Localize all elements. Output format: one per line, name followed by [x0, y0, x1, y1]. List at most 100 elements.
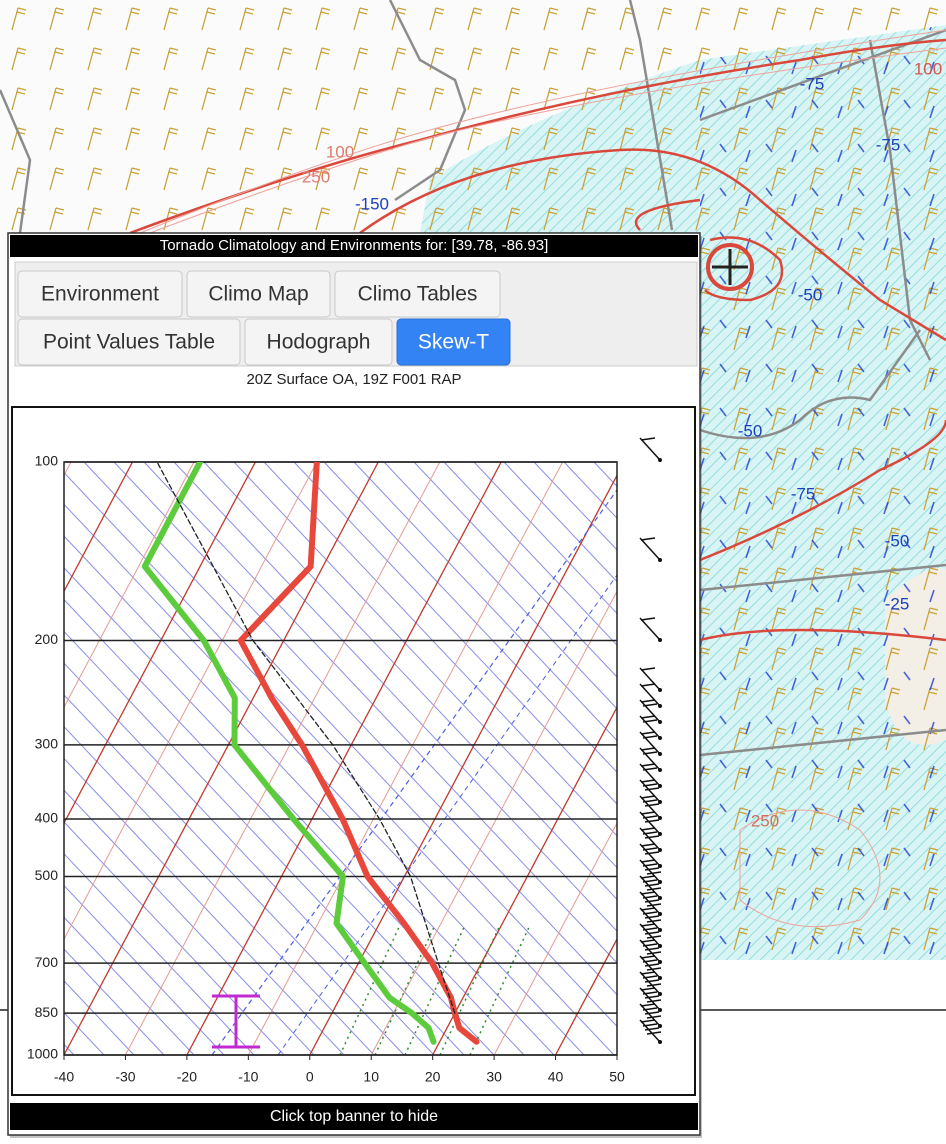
tab[interactable]: [244, 318, 393, 366]
tab[interactable]: [334, 270, 501, 318]
wind-barb: [639, 955, 662, 979]
wind-barb: [639, 939, 662, 963]
dry-adiabat: [263, 462, 617, 837]
tab-label: Point Values Table: [43, 331, 215, 354]
wind-barb: [639, 437, 661, 461]
plot-border: [63, 461, 618, 1056]
barb-dot: [658, 912, 662, 916]
barb-dot: [658, 848, 662, 852]
dry-adiabat: [203, 462, 617, 901]
map-labels: -75 100 -75 100 250 -150 -50 -50 -75 -50 -25 250: [302, 59, 942, 830]
tab-label: Skew-T: [418, 331, 489, 354]
barb-dot: [658, 638, 662, 642]
blue-barbs-field: [700, 25, 946, 960]
barb-dot: [658, 784, 662, 788]
dry-adiabat: [64, 821, 285, 1055]
wind-barb: [639, 971, 662, 995]
isotherm: [247, 462, 564, 1055]
tab[interactable]: [17, 318, 241, 366]
tab[interactable]: [17, 270, 183, 318]
isotherm: [493, 822, 617, 1055]
wind-barb: [639, 763, 661, 787]
dry-adiabat: [413, 462, 617, 678]
barb-dot: [658, 1040, 662, 1044]
barb-dot: [658, 704, 662, 708]
dry-adiabat: [64, 598, 495, 1055]
barb-dot: [658, 880, 662, 884]
y-tick-label: 1000: [27, 1046, 58, 1062]
barb-dot: [658, 896, 662, 900]
skew-t: 100 200 300 400 500 700 850 1000 -40 -30 -20 -10 0 10…: [27, 437, 662, 1085]
x-tick-label: 40: [548, 1069, 564, 1085]
wind-barb: [639, 715, 661, 739]
popup-footer[interactable]: [10, 1103, 698, 1130]
isotherm: [554, 937, 617, 1055]
isotherm: [64, 462, 318, 941]
wind-barb: [639, 1003, 662, 1027]
wind-barb: [639, 859, 662, 883]
barb-dot: [658, 928, 662, 932]
x-tick-label: -20: [177, 1069, 197, 1085]
wind-barb: [639, 843, 661, 867]
tab-label: Environment: [41, 283, 159, 306]
map-label: -25: [885, 594, 910, 613]
background-lines: [64, 462, 617, 1055]
wind-barb: [639, 747, 661, 771]
dry-adiabat: [64, 726, 375, 1055]
barb-dot: [658, 458, 662, 462]
wind-barb: [639, 891, 662, 915]
wind-barb: [639, 1019, 662, 1043]
dry-adiabat: [64, 948, 165, 1055]
y-tick-label: 850: [35, 1004, 59, 1020]
wind-barb: [639, 731, 661, 755]
wind-barb: [639, 923, 662, 947]
tab-label: Hodograph: [267, 331, 371, 354]
dry-adiabat: [503, 462, 617, 583]
layer-marker: [212, 994, 260, 1049]
dry-adiabat: [64, 535, 555, 1055]
tab-label: Climo Tables: [358, 283, 478, 306]
map-label: 250: [302, 167, 330, 186]
wind-barb: [639, 779, 661, 803]
x-tick-label: 20: [425, 1069, 441, 1085]
barb-dot: [658, 736, 662, 740]
map-label: 250: [751, 811, 779, 830]
tab[interactable]: [186, 270, 331, 318]
x-tick-label: 50: [609, 1069, 625, 1085]
isotherm: [125, 462, 441, 1055]
isotherm: [64, 462, 256, 825]
wind-barb: [639, 987, 662, 1011]
popup-banner[interactable]: [10, 235, 698, 257]
barb-dot: [658, 720, 662, 724]
wind-barb: [639, 907, 662, 931]
wind-barb: [639, 795, 661, 819]
dry-adiabat: [64, 853, 255, 1055]
contours: [129, 38, 946, 642]
map-marker: [706, 243, 754, 291]
barb-dot: [658, 768, 662, 772]
wind-barb: [639, 811, 661, 835]
y-tick-label: 100: [35, 453, 59, 469]
wind-barb: [639, 699, 661, 723]
dry-adiabat: [113, 462, 617, 996]
barb-dot: [658, 800, 662, 804]
popup: Tornado Climatology and Environments for…: [7, 232, 702, 1138]
barb-dot: [658, 1008, 662, 1012]
tab[interactable]: [396, 318, 511, 366]
map-label: -75: [876, 135, 901, 154]
wind-barb: [639, 827, 661, 851]
wind-barb: [639, 617, 661, 641]
barb-dot: [658, 992, 662, 996]
profile-line: [156, 462, 456, 1014]
dry-adiabat: [443, 462, 617, 646]
wind-barb: [639, 875, 662, 899]
x-tick-label: -10: [238, 1069, 258, 1085]
barb-dot: [658, 832, 662, 836]
dry-adiabat: [323, 462, 617, 773]
dry-adiabat: [383, 462, 617, 710]
tab-label: Climo Map: [208, 283, 308, 306]
dry-adiabat: [64, 757, 345, 1055]
barb-dot: [658, 960, 662, 964]
map-label: -75: [791, 484, 816, 503]
barb-dot: [658, 816, 662, 820]
